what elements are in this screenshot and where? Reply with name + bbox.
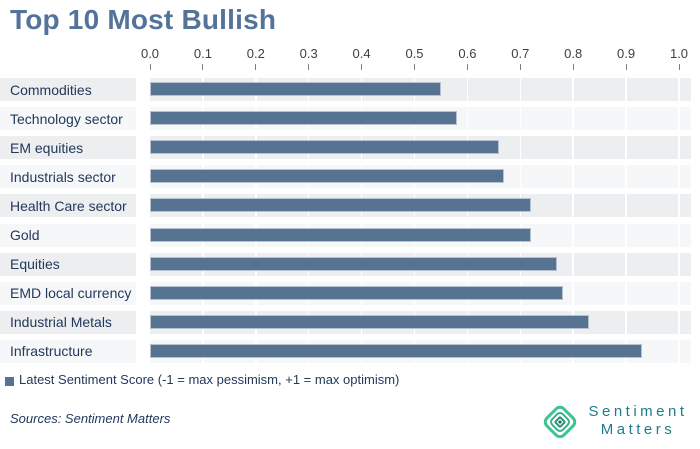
- row-stripe-label: [0, 252, 136, 276]
- x-tick-mark: [202, 64, 204, 70]
- x-tick-mark: [519, 64, 521, 70]
- row-stripe-label: [0, 223, 136, 247]
- x-tick-label: 1.0: [669, 46, 689, 61]
- x-tick-label: 0.8: [564, 46, 583, 61]
- gridline: [255, 78, 257, 363]
- gridline: [202, 78, 204, 363]
- row-stripe-label: [0, 281, 136, 305]
- x-tick-label: 0.3: [299, 46, 318, 61]
- logo-wordmark: Sentiment Matters: [582, 403, 694, 439]
- legend-marker-icon: [5, 377, 14, 386]
- row-stripe-label: [0, 194, 136, 218]
- x-tick-mark: [572, 64, 574, 70]
- x-tick-mark: [308, 64, 310, 70]
- category-label-gold: Gold: [10, 227, 40, 243]
- x-tick-label: 0.4: [352, 46, 371, 61]
- gridline: [466, 78, 469, 363]
- x-tick-mark: [678, 64, 680, 70]
- bar-infrastructure: [150, 343, 642, 358]
- x-tick-label: 0.2: [246, 46, 265, 61]
- category-label-industrial-metals: Industrial Metals: [10, 314, 112, 331]
- row-stripe-label: [0, 78, 136, 101]
- gridline: [678, 78, 680, 363]
- logo-wordmark-line2: Matters: [600, 421, 676, 438]
- x-tick-label: 0.1: [193, 46, 212, 61]
- bar-emd-local-currency: [150, 285, 563, 300]
- x-tick-mark: [255, 64, 257, 70]
- category-label-technology-sector: Technology sector: [10, 110, 123, 127]
- legend-label: Latest Sentiment Score (-1 = max pessimi…: [19, 372, 400, 387]
- chart-title: Top 10 Most Bullish: [10, 4, 277, 35]
- gridline: [413, 78, 416, 363]
- x-tick-label: 0.5: [405, 46, 424, 61]
- gridline: [360, 78, 363, 363]
- row-stripe-label: [0, 107, 136, 131]
- x-tick-mark: [361, 64, 363, 70]
- row-stripe-label: [0, 136, 136, 160]
- bar-industrials-sector: [150, 169, 505, 184]
- x-tick-mark: [414, 64, 415, 70]
- x-tick-mark: [149, 64, 151, 70]
- x-tick-label: 0.6: [458, 46, 477, 61]
- x-tick-label: 0.7: [511, 46, 530, 61]
- x-tick-label: 0.0: [140, 46, 160, 61]
- row-stripe-label: [0, 310, 136, 334]
- category-label-equities: Equities: [10, 256, 60, 273]
- bar-health-care-sector: [150, 198, 531, 213]
- bar-gold: [150, 227, 531, 242]
- logo-wordmark-line1: Sentiment: [588, 403, 688, 420]
- gridline: [572, 78, 574, 363]
- x-tick-label: 0.9: [617, 46, 636, 61]
- bar-industrial-metals: [150, 314, 590, 329]
- gridline: [519, 78, 522, 363]
- bar-em-equities: [150, 140, 500, 155]
- category-label-em-equities: EM equities: [10, 139, 84, 156]
- row-stripe-label: [0, 165, 136, 189]
- bar-commodities: [150, 82, 441, 96]
- category-label-commodities: Commodities: [10, 81, 92, 98]
- category-label-emd-local-currency: EMD local currency: [10, 285, 132, 302]
- x-tick-mark: [625, 64, 627, 70]
- x-tick-mark: [466, 64, 468, 70]
- bar-technology-sector: [150, 111, 457, 126]
- gridline: [307, 78, 310, 363]
- category-label-industrials-sector: Industrials sector: [10, 168, 116, 185]
- category-label-infrastructure: Infrastructure: [10, 343, 93, 360]
- category-label-health-care-sector: Health Care sector: [10, 197, 127, 214]
- bar-equities: [150, 256, 558, 271]
- sentiment-matters-logo-icon: [540, 402, 580, 442]
- gridline: [625, 78, 627, 363]
- row-stripe-label: [0, 339, 136, 363]
- sources-note: Sources: Sentiment Matters: [10, 411, 171, 426]
